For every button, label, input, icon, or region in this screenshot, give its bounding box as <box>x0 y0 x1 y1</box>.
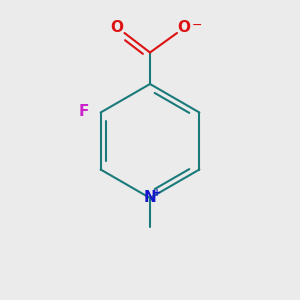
Text: −: − <box>192 19 203 32</box>
Text: +: + <box>152 188 161 198</box>
Text: N: N <box>144 190 156 206</box>
Text: O: O <box>177 20 190 35</box>
Text: F: F <box>79 103 89 118</box>
Text: O: O <box>110 20 124 35</box>
